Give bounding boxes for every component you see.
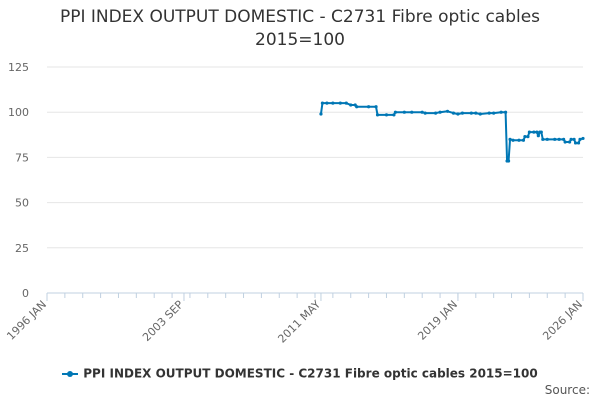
data-point xyxy=(557,137,561,141)
data-point xyxy=(367,105,371,109)
legend-item[interactable]: PPI INDEX OUTPUT DOMESTIC - C2731 Fibre … xyxy=(0,366,600,381)
data-point xyxy=(420,110,424,114)
data-point xyxy=(349,103,353,107)
data-point xyxy=(423,111,427,115)
x-tick-label: 2026 JAN xyxy=(540,298,585,343)
data-point xyxy=(563,140,567,144)
data-point xyxy=(338,101,342,105)
legend-series-label: PPI INDEX OUTPUT DOMESTIC - C2731 Fibre … xyxy=(83,366,538,381)
data-point xyxy=(492,111,496,115)
data-point xyxy=(393,110,397,114)
data-point xyxy=(438,110,442,114)
data-point xyxy=(474,111,478,115)
x-tick-label: 2011 MAY xyxy=(275,298,323,346)
data-point xyxy=(536,134,540,138)
chart-title-line-2: 2015=100 xyxy=(255,30,345,50)
x-tick-label: 2003 SEP xyxy=(140,298,186,344)
data-point xyxy=(527,130,532,134)
data-point xyxy=(434,111,438,115)
data-point xyxy=(517,138,521,142)
data-point xyxy=(456,112,460,116)
data-point xyxy=(392,113,396,117)
data-point xyxy=(576,141,581,145)
data-point xyxy=(331,101,335,105)
data-point xyxy=(384,113,389,117)
data-point xyxy=(487,111,491,115)
data-point xyxy=(541,137,545,141)
data-point xyxy=(460,111,464,115)
y-tick-label: 75 xyxy=(15,151,29,164)
data-point xyxy=(478,112,482,116)
data-point xyxy=(503,110,508,114)
data-point xyxy=(523,135,527,139)
data-point xyxy=(511,138,515,142)
data-point xyxy=(374,105,378,109)
data-point xyxy=(572,137,576,141)
data-point xyxy=(451,111,456,115)
data-point xyxy=(578,137,582,141)
data-point xyxy=(569,137,573,141)
legend-series-marker xyxy=(62,368,79,380)
data-point xyxy=(573,141,578,145)
y-tick-label: 100 xyxy=(8,106,29,119)
data-point xyxy=(521,138,526,142)
data-point xyxy=(499,110,503,114)
data-point xyxy=(375,113,380,117)
chart-title-line-1: PPI INDEX OUTPUT DOMESTIC - C2731 Fibre … xyxy=(59,7,541,27)
data-point xyxy=(553,137,557,141)
data-point xyxy=(532,130,536,134)
y-tick-label: 0 xyxy=(22,287,29,300)
data-point xyxy=(445,109,450,113)
data-point xyxy=(526,135,530,139)
chart-title: PPI INDEX OUTPUT DOMESTIC - C2731 Fibre … xyxy=(0,6,600,52)
y-tick-label: 50 xyxy=(15,197,29,210)
y-tick-label: 25 xyxy=(15,242,29,255)
data-point xyxy=(355,105,359,109)
data-point xyxy=(319,112,323,116)
x-tick-label: 2019 JAN xyxy=(415,298,460,343)
data-point xyxy=(535,130,539,134)
data-point xyxy=(469,111,473,115)
data-point xyxy=(344,101,348,105)
data-point xyxy=(320,101,325,105)
data-point xyxy=(508,137,512,141)
data-point xyxy=(402,110,406,114)
data-point xyxy=(539,130,543,134)
data-point xyxy=(568,140,572,144)
source-label: Source: xyxy=(544,383,590,397)
data-point xyxy=(506,159,511,163)
x-tick-label: 1996 JAN xyxy=(4,298,49,343)
data-point xyxy=(562,137,566,141)
data-point xyxy=(410,110,414,114)
data-point xyxy=(325,101,329,105)
data-point xyxy=(581,136,585,141)
y-tick-label: 125 xyxy=(8,61,29,74)
data-point xyxy=(545,137,549,141)
